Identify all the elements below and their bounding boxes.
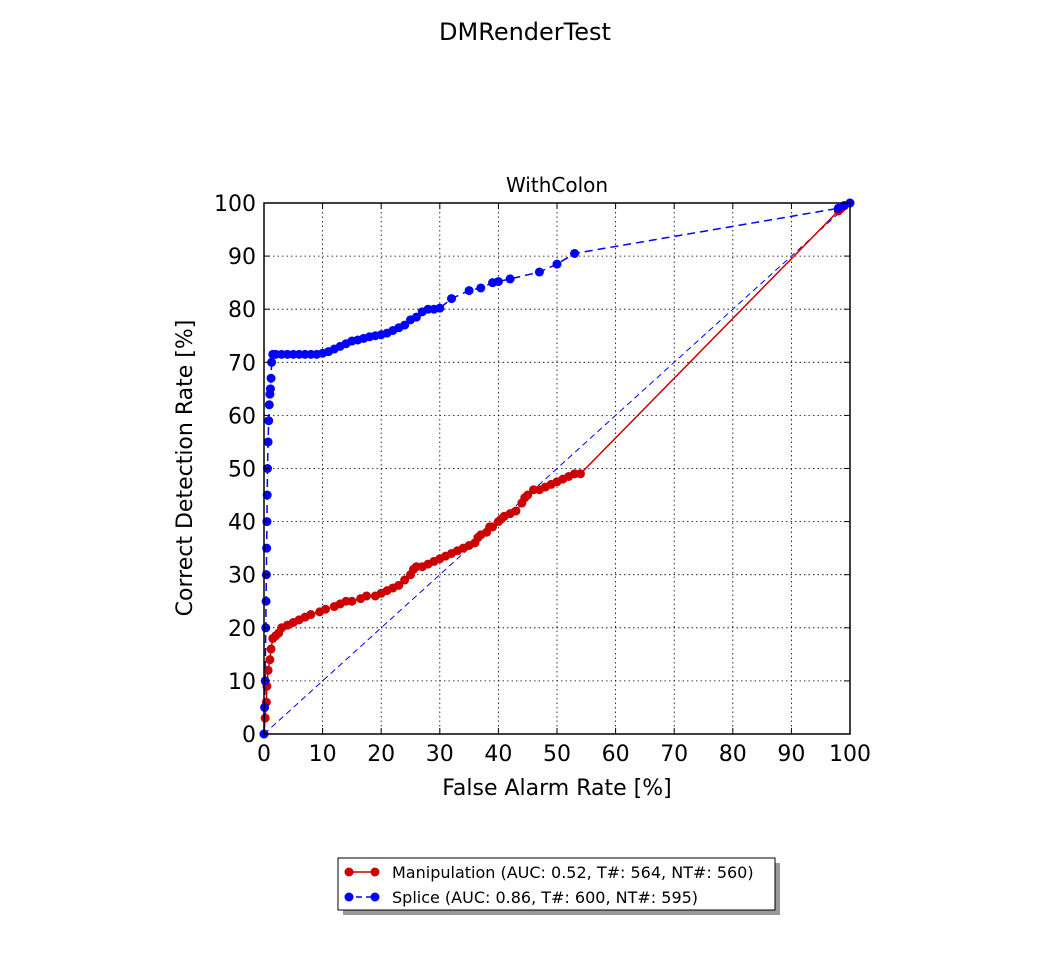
data-point — [493, 277, 503, 287]
data-point — [534, 267, 544, 277]
y-tick-label: 60 — [228, 404, 256, 429]
x-tick-label: 90 — [777, 742, 805, 767]
data-point — [266, 644, 276, 654]
data-point — [264, 416, 274, 426]
x-tick-label: 100 — [829, 742, 871, 767]
data-point — [263, 437, 273, 447]
x-tick-label: 50 — [543, 742, 571, 767]
data-point — [362, 591, 372, 601]
y-ticks: 0 10 20 30 40 50 60 70 80 90 100 — [214, 192, 850, 748]
data-point — [411, 312, 421, 322]
data-point — [260, 713, 270, 723]
x-tick-label: 30 — [426, 742, 454, 767]
chance-diagonal-line — [263, 202, 851, 735]
data-point — [505, 274, 515, 284]
y-tick-label: 30 — [228, 564, 256, 589]
data-point — [552, 259, 562, 269]
y-tick-label: 50 — [228, 458, 256, 483]
data-point — [570, 248, 580, 258]
data-point — [435, 303, 445, 313]
y-tick-label: 10 — [228, 670, 256, 695]
legend-marker — [370, 867, 380, 877]
x-tick-label: 10 — [309, 742, 337, 767]
legend-entry-1: Splice (AUC: 0.86, T#: 600, NT#: 595) — [344, 888, 698, 907]
data-point — [476, 283, 486, 293]
x-tick-label: 20 — [367, 742, 395, 767]
y-tick-label: 100 — [214, 192, 256, 217]
x-tick-label: 80 — [719, 742, 747, 767]
legend-label: Manipulation (AUC: 0.52, T#: 564, NT#: 5… — [392, 863, 754, 882]
figure-title: DMRenderTest — [439, 18, 611, 46]
legend-box — [337, 857, 776, 911]
data-point — [400, 575, 410, 585]
x-tick-label: 40 — [484, 742, 512, 767]
chart-title: WithColon — [506, 173, 608, 197]
x-tick-label: 0 — [257, 742, 271, 767]
y-tick-label: 80 — [228, 298, 256, 323]
data-point — [265, 384, 275, 394]
data-point — [266, 373, 276, 383]
x-ticks: 0 10 20 30 40 50 60 70 80 90 100 — [257, 203, 871, 767]
y-tick-label: 40 — [228, 511, 256, 536]
data-point — [321, 604, 331, 614]
data-point — [267, 357, 277, 367]
data-point — [262, 490, 272, 500]
y-tick-label: 0 — [242, 723, 256, 748]
y-tick-label: 70 — [228, 351, 256, 376]
data-point — [447, 294, 457, 304]
data-point — [306, 610, 316, 620]
x-axis-label: False Alarm Rate [%] — [442, 776, 671, 801]
y-tick-label: 90 — [228, 245, 256, 270]
reference-line — [263, 202, 851, 735]
x-tick-label: 60 — [602, 742, 630, 767]
series-group — [259, 198, 855, 739]
legend: Manipulation (AUC: 0.52, T#: 564, NT#: 5… — [337, 857, 780, 915]
data-point — [511, 506, 521, 516]
grid — [263, 202, 851, 735]
data-point — [394, 580, 404, 590]
legend-marker — [370, 892, 380, 902]
data-point — [464, 286, 474, 296]
legend-entry-0: Manipulation (AUC: 0.52, T#: 564, NT#: 5… — [344, 863, 754, 882]
legend-label: Splice (AUC: 0.86, T#: 600, NT#: 595) — [392, 888, 698, 907]
data-point — [265, 655, 275, 665]
x-tick-label: 70 — [660, 742, 688, 767]
data-point — [575, 469, 585, 479]
data-point — [400, 320, 410, 330]
y-tick-label: 20 — [228, 617, 256, 642]
legend-marker — [344, 892, 354, 902]
y-axis-label: Correct Detection Rate [%] — [173, 320, 198, 617]
data-point — [523, 490, 533, 500]
legend-marker — [344, 867, 354, 877]
data-point — [347, 596, 357, 606]
data-point — [261, 596, 271, 606]
data-point — [264, 400, 274, 410]
data-point — [488, 522, 498, 532]
